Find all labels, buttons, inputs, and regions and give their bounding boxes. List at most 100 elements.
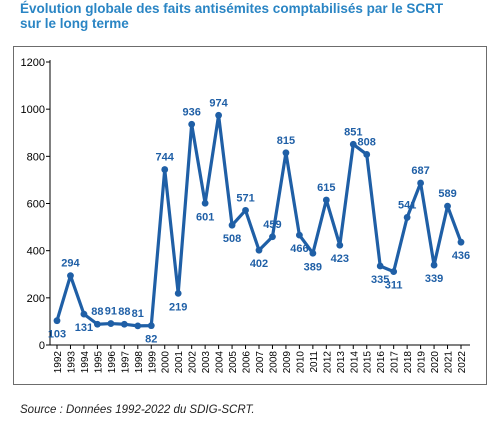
- x-tick-label: 2004: [215, 351, 226, 374]
- series-line: [55, 113, 463, 328]
- x-tick-label: 2018: [403, 351, 414, 374]
- data-label: 311: [385, 280, 403, 292]
- data-label: 389: [304, 261, 322, 273]
- data-label: 687: [411, 165, 429, 177]
- x-tick-label: 2009: [282, 351, 293, 374]
- data-point: [174, 289, 182, 297]
- data-point: [403, 214, 411, 221]
- source-note: Source : Données 1992-2022 du SDIG-SCRT.: [20, 404, 255, 416]
- data-label: 91: [105, 306, 117, 318]
- data-point: [349, 140, 357, 148]
- data-label: 744: [156, 152, 175, 164]
- data-point: [269, 233, 276, 241]
- x-tick-label: 2001: [174, 351, 185, 374]
- x-tick-label: 1997: [120, 351, 131, 374]
- x-tick-label: 2017: [390, 351, 401, 374]
- data-label: 541: [398, 199, 416, 211]
- x-tick-label: 2005: [228, 351, 239, 374]
- x-tick-label: 2013: [336, 351, 347, 374]
- y-tick-label: 1000: [21, 104, 45, 116]
- data-point: [296, 231, 303, 239]
- data-label: 974: [209, 97, 228, 109]
- data-point: [67, 272, 74, 280]
- data-label: 936: [182, 106, 200, 118]
- data-label: 88: [91, 306, 103, 318]
- chart-title-line-2: sur le long terme: [20, 16, 129, 31]
- x-tick-label: 2007: [255, 351, 266, 374]
- data-point: [161, 166, 169, 173]
- x-tick-label: 1999: [147, 351, 158, 374]
- data-label: 81: [132, 308, 144, 320]
- y-tick-label: 1200: [21, 57, 45, 69]
- data-point: [147, 322, 155, 330]
- x-tick-label: 1992: [53, 351, 64, 374]
- data-label: 335: [371, 274, 389, 286]
- data-point: [457, 238, 465, 246]
- data-point: [363, 151, 371, 158]
- data-label: 294: [61, 258, 80, 270]
- x-tick-label: 2021: [444, 351, 455, 374]
- chart-title: Évolution globale des faits antisémites …: [20, 1, 490, 31]
- data-point: [417, 179, 424, 187]
- data-point: [94, 320, 101, 328]
- data-label: 459: [263, 219, 281, 231]
- y-tick-label: 600: [27, 199, 45, 211]
- data-label: 131: [75, 322, 93, 334]
- data-point: [215, 111, 223, 119]
- x-tick-label: 2015: [363, 351, 374, 374]
- data-label: 402: [250, 258, 268, 270]
- data-point: [201, 199, 209, 207]
- data-label: 339: [425, 273, 443, 285]
- x-tick-label: 1995: [93, 351, 104, 374]
- data-point: [53, 317, 61, 325]
- data-label: 601: [196, 211, 214, 223]
- y-tick-label: 200: [27, 293, 45, 305]
- data-label: 851: [344, 126, 362, 138]
- data-point: [430, 261, 438, 269]
- data-point: [282, 149, 290, 157]
- data-label: 808: [358, 136, 376, 148]
- chart-title-line-1: Évolution globale des faits antisémites …: [20, 1, 444, 16]
- data-label: 103: [48, 329, 66, 341]
- x-tick-label: 2002: [188, 351, 199, 374]
- x-tick-label: 2014: [349, 351, 360, 374]
- x-tick-label: 1993: [66, 351, 77, 374]
- x-tick-label: 2006: [242, 351, 253, 374]
- data-label: 219: [169, 301, 187, 313]
- x-tick-label: 1998: [134, 351, 145, 374]
- data-point: [188, 120, 196, 128]
- data-label: 88: [118, 306, 130, 318]
- data-point: [322, 196, 330, 204]
- data-label: 508: [223, 233, 241, 245]
- data-point: [120, 320, 128, 328]
- x-tick-label: 2020: [430, 351, 441, 374]
- data-point: [228, 221, 236, 229]
- data-point: [107, 320, 115, 327]
- x-tick-label: 2016: [376, 351, 387, 374]
- x-tick-label: 2011: [309, 351, 320, 373]
- data-label: 815: [277, 135, 295, 147]
- x-tick-label: 2012: [322, 351, 333, 374]
- data-label: 436: [452, 250, 470, 262]
- data-point: [336, 241, 344, 249]
- x-tick-label: 2010: [295, 351, 306, 374]
- x-tick-label: 1996: [107, 351, 118, 374]
- data-label: 571: [236, 192, 254, 204]
- x-tick-label: 1994: [80, 351, 91, 374]
- data-point: [80, 310, 88, 318]
- x-tick-label: 2019: [417, 351, 428, 374]
- data-point: [390, 268, 398, 276]
- data-point: [309, 249, 317, 257]
- data-point: [255, 246, 263, 254]
- data-point: [242, 206, 249, 214]
- data-label: 466: [290, 243, 308, 255]
- x-tick-label: 2003: [201, 351, 212, 374]
- data-point: [444, 202, 451, 210]
- data-label: 82: [145, 334, 157, 346]
- data-point: [376, 262, 384, 270]
- y-tick-label: 0: [39, 340, 45, 352]
- x-tick-label: 2008: [268, 351, 279, 374]
- y-tick-label: 400: [27, 246, 45, 258]
- data-label: 423: [331, 253, 349, 265]
